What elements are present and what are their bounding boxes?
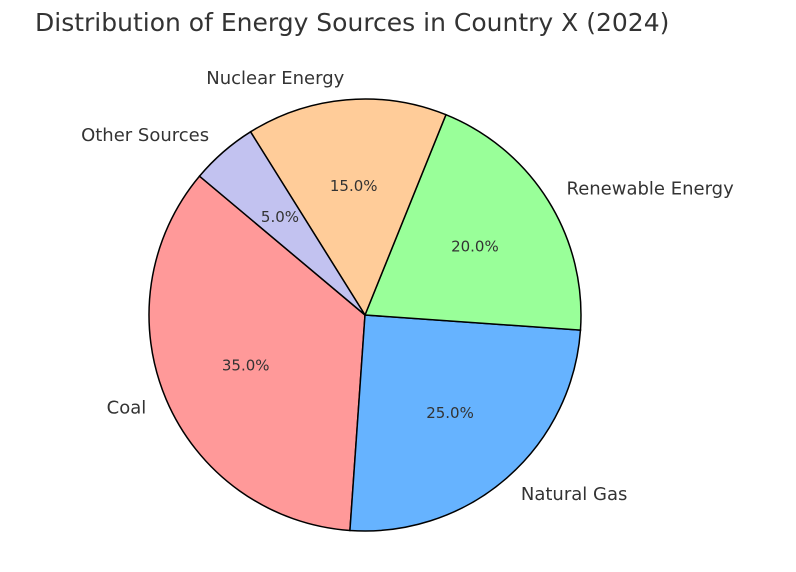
pie-slices [148, 98, 582, 532]
chart-title: Distribution of Energy Sources in Countr… [35, 8, 670, 37]
percent-label-renewable-energy: 20.0% [451, 237, 499, 255]
category-label-natural-gas: Natural Gas [521, 484, 627, 505]
category-label-nuclear-energy: Nuclear Energy [206, 68, 344, 89]
pie-slice-coal [148, 175, 366, 532]
category-label-other-sources: Other Sources [81, 125, 209, 146]
category-labels: Coal Natural Gas Renewable Energy Nuclear E… [81, 68, 734, 505]
pie-slice-renewable-energy [363, 113, 582, 331]
percent-label-natural-gas: 25.0% [426, 404, 474, 422]
category-label-coal: Coal [107, 397, 147, 418]
pie-slice-other-sources [198, 130, 366, 316]
percent-label-other-sources: 5.0% [261, 208, 299, 226]
pie-slice-nuclear-energy [249, 98, 447, 317]
percent-label-nuclear-energy: 15.0% [330, 177, 378, 195]
percent-labels: 35.0% 25.0% 20.0% 15.0% 5.0% [222, 177, 499, 422]
category-label-renewable-energy: Renewable Energy [567, 179, 735, 200]
percent-label-coal: 35.0% [222, 357, 270, 375]
pie-slice-natural-gas [349, 314, 582, 532]
